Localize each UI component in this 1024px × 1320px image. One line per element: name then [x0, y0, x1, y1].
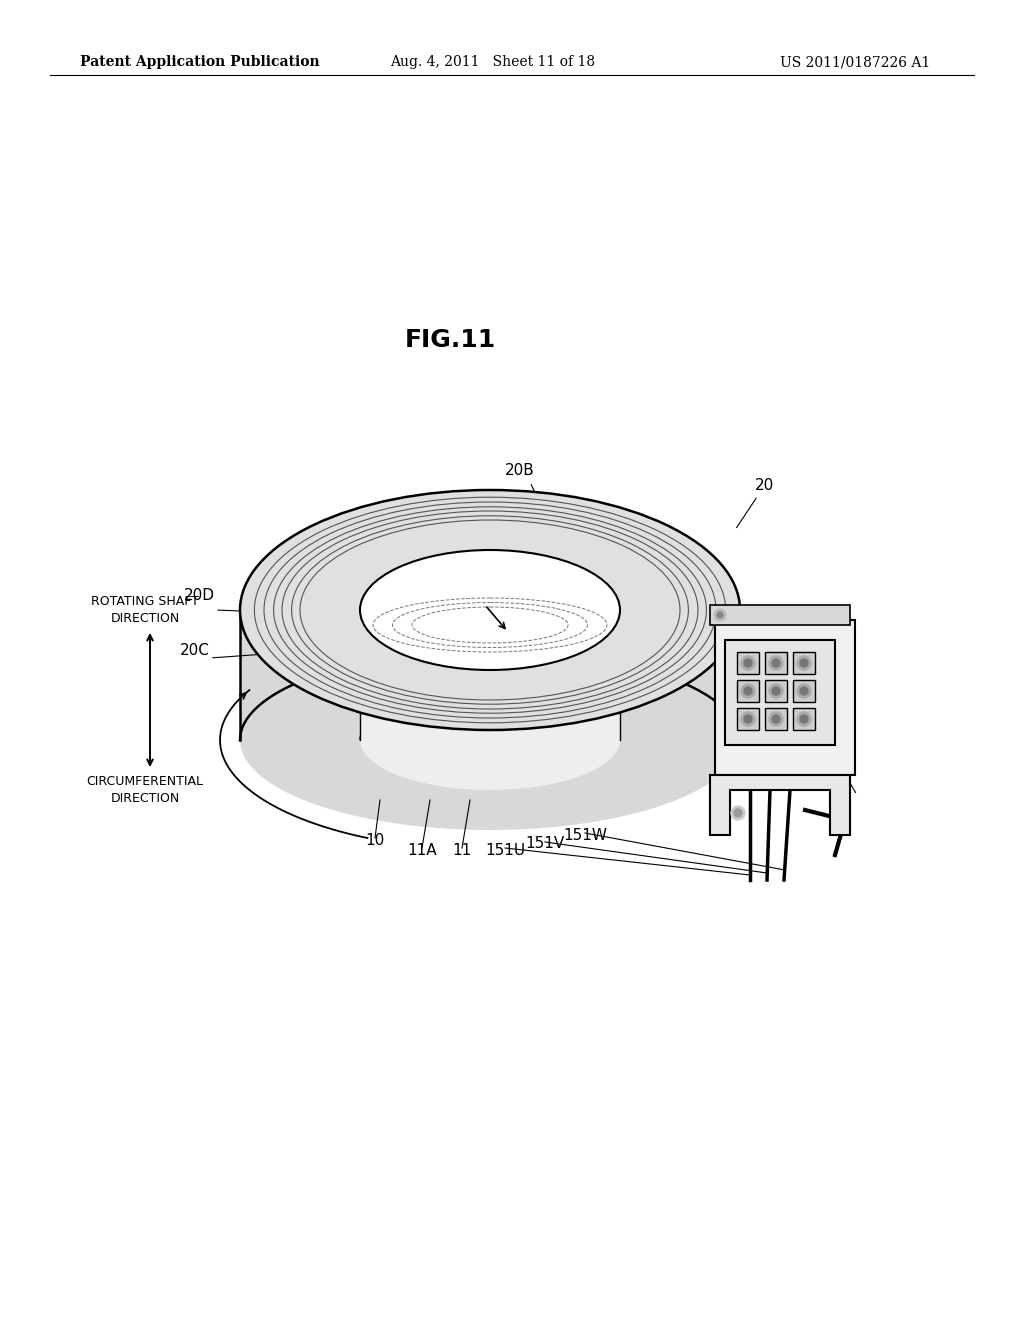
- Circle shape: [772, 686, 780, 696]
- Bar: [737, 680, 759, 702]
- Text: 20C: 20C: [180, 643, 210, 657]
- Bar: [710, 605, 850, 624]
- Circle shape: [800, 715, 808, 723]
- Polygon shape: [715, 620, 855, 775]
- Bar: [793, 680, 815, 702]
- Circle shape: [769, 684, 783, 698]
- Polygon shape: [360, 550, 620, 789]
- Circle shape: [800, 659, 808, 667]
- Text: FIG.11: FIG.11: [404, 327, 497, 352]
- Text: Aug. 4, 2011   Sheet 11 of 18: Aug. 4, 2011 Sheet 11 of 18: [390, 55, 595, 69]
- Circle shape: [769, 711, 783, 726]
- Circle shape: [741, 684, 755, 698]
- Circle shape: [772, 659, 780, 667]
- Text: 11A: 11A: [408, 843, 437, 858]
- Circle shape: [717, 612, 723, 618]
- Text: 20A: 20A: [785, 653, 815, 668]
- Text: ROTATING SHAFT: ROTATING SHAFT: [91, 595, 199, 609]
- Text: 20D: 20D: [184, 587, 215, 603]
- Text: DIRECTION: DIRECTION: [111, 792, 179, 805]
- Bar: [725, 640, 835, 744]
- Bar: [737, 708, 759, 730]
- Text: 11: 11: [453, 843, 472, 858]
- Bar: [765, 680, 787, 702]
- Text: Patent Application Publication: Patent Application Publication: [80, 55, 319, 69]
- Circle shape: [731, 807, 745, 820]
- Text: 151W: 151W: [563, 828, 607, 843]
- Circle shape: [769, 656, 783, 671]
- Text: 11A: 11A: [810, 609, 840, 623]
- Bar: [793, 708, 815, 730]
- Bar: [765, 652, 787, 675]
- Circle shape: [744, 659, 752, 667]
- Text: 151V: 151V: [525, 836, 564, 851]
- Bar: [793, 652, 815, 675]
- Bar: [737, 652, 759, 675]
- Circle shape: [744, 686, 752, 696]
- Circle shape: [797, 711, 811, 726]
- Circle shape: [772, 715, 780, 723]
- Circle shape: [741, 711, 755, 726]
- Ellipse shape: [240, 490, 740, 730]
- Circle shape: [741, 656, 755, 671]
- Text: 140: 140: [810, 663, 839, 678]
- Circle shape: [734, 809, 742, 817]
- Text: 20: 20: [736, 478, 774, 528]
- Text: CIRCUMFERENTIAL: CIRCUMFERENTIAL: [86, 775, 204, 788]
- Text: 20B: 20B: [505, 463, 535, 478]
- Circle shape: [800, 686, 808, 696]
- Ellipse shape: [360, 550, 620, 671]
- Polygon shape: [240, 490, 740, 830]
- Text: 151U: 151U: [485, 843, 525, 858]
- Circle shape: [744, 715, 752, 723]
- Text: DIRECTION: DIRECTION: [111, 612, 179, 624]
- Text: 15: 15: [810, 704, 829, 718]
- Circle shape: [714, 609, 726, 620]
- Bar: [765, 708, 787, 730]
- Text: 10: 10: [366, 833, 385, 847]
- Circle shape: [797, 656, 811, 671]
- Text: US 2011/0187226 A1: US 2011/0187226 A1: [780, 55, 930, 69]
- Polygon shape: [710, 775, 850, 836]
- Circle shape: [797, 684, 811, 698]
